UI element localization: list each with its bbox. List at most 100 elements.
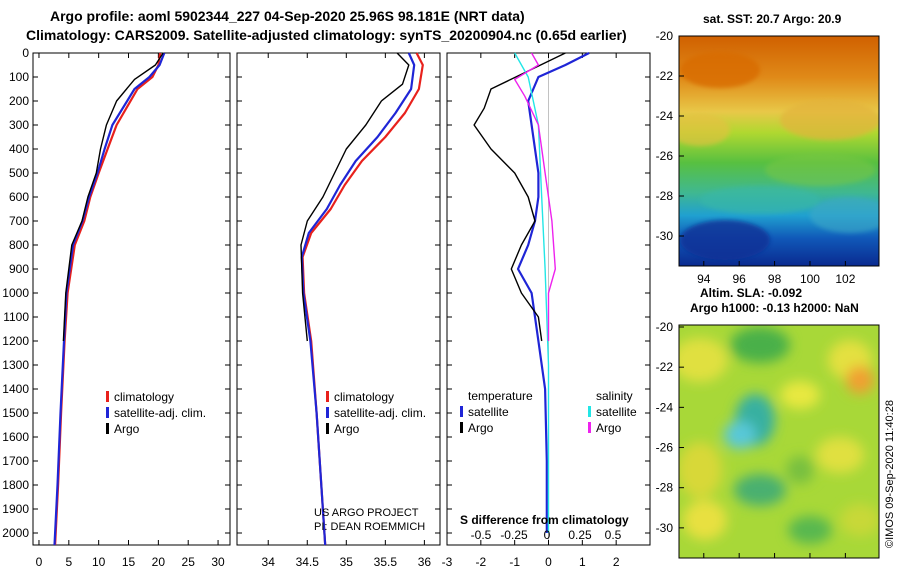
- y-tick-label: 1900: [2, 502, 29, 516]
- legend-label-argo: Argo: [114, 422, 140, 436]
- sal-tick: -0.5: [471, 528, 492, 542]
- sst-map-ticks: -20 -22 -24 -26 -28 -30 94 96 98 100 102: [656, 29, 856, 286]
- y-tick-label: 700: [9, 214, 29, 228]
- y-tick-label: 1800: [2, 478, 29, 492]
- series-line-t-satellite: [516, 52, 590, 533]
- difference-legend: temperature satellite Argo salinity sate…: [460, 389, 637, 435]
- sla-map-subtitle: Argo h1000: -0.13 h2000: NaN: [690, 301, 859, 315]
- legend-label-s-argo: Argo: [596, 421, 622, 435]
- series-line-t-argo: [473, 52, 566, 342]
- x-tick-label: 34: [262, 555, 276, 569]
- series-line-satellite-adj-clim-: [53, 52, 166, 546]
- sst-map-title: sat. SST: 20.7 Argo: 20.9: [703, 12, 842, 26]
- y-tick-label: 1400: [2, 382, 29, 396]
- y-tick-label: 1600: [2, 430, 29, 444]
- map-y-tick-label: -26: [656, 441, 674, 455]
- title-line1: Argo profile: aoml 5902344_227 04-Sep-20…: [50, 8, 525, 24]
- pi-credit: PI: DEAN ROEMMICH: [314, 521, 425, 533]
- x-tick-label: -2: [475, 555, 486, 569]
- series-line-argo: [300, 52, 410, 342]
- legend-label-t-argo: Argo: [468, 421, 494, 435]
- legend-header-salinity: salinity: [596, 389, 633, 403]
- x-tick-label: 35.5: [374, 555, 398, 569]
- sal-tick: 0.25: [568, 528, 592, 542]
- map-x-tick-label: 100: [800, 272, 820, 286]
- legend-swatch-argo: [326, 423, 329, 434]
- sla-map-title: Altim. SLA: -0.092: [700, 286, 802, 300]
- sal-tick: 0.5: [605, 528, 622, 542]
- sla-map: Altim. SLA: -0.092 Argo h1000: -0.13 h20…: [656, 286, 880, 559]
- map-y-tick-label: -28: [656, 189, 674, 203]
- legend-swatch-argo: [106, 423, 109, 434]
- sal-tick: 0: [544, 528, 551, 542]
- sst-map: sat. SST: 20.7 Argo: 20.9 -20-22-24-26-2…: [656, 12, 880, 286]
- x-tick-label: 20: [152, 555, 166, 569]
- map-y-tick-label: -22: [656, 69, 674, 83]
- map-x-tick-label: 94: [697, 272, 711, 286]
- map-y-tick-label: -24: [656, 400, 674, 414]
- x-tick-label: 25: [182, 555, 196, 569]
- sal-tick: -0.25: [500, 528, 528, 542]
- legend-label-argo: Argo: [334, 422, 360, 436]
- y-tick-label: 1300: [2, 358, 29, 372]
- y-tick-label: 400: [9, 142, 29, 156]
- x-tick-label: -3: [442, 555, 453, 569]
- y-tick-label: 1000: [2, 286, 29, 300]
- map-y-tick-label: -26: [656, 149, 674, 163]
- legend-label-satellite: satellite-adj. clim.: [334, 406, 426, 420]
- x-tick-label: 1: [579, 555, 586, 569]
- salinity-panel: 34 34.5 35 35.5 36: [236, 52, 441, 569]
- y-tick-label: 800: [9, 238, 29, 252]
- y-tick-label: 900: [9, 262, 29, 276]
- legend-swatch-t-argo: [460, 422, 463, 433]
- y-tick-label: 1200: [2, 334, 29, 348]
- map-y-tick-label: -22: [656, 360, 674, 374]
- map-y-tick-label: -20: [656, 29, 674, 43]
- x-tick-label: 36: [418, 555, 432, 569]
- map-y-tick-label: -30: [656, 521, 674, 535]
- x-tick-label: 35: [340, 555, 354, 569]
- copyright-label: ©IMOS 09-Sep-2020 11:40:28: [884, 400, 896, 548]
- legend-swatch-s-satellite: [588, 406, 591, 417]
- legend-header-temperature: temperature: [468, 389, 533, 403]
- x-tick-label: 0: [545, 555, 552, 569]
- map-x-tick-label: 98: [768, 272, 782, 286]
- y-tick-label: 100: [9, 70, 29, 84]
- legend-swatch-t-satellite: [460, 406, 463, 417]
- series-line-s-argo: [514, 52, 556, 341]
- sla-map-ticks: -20 -22 -24 -26 -28 -30: [656, 320, 846, 558]
- legend-swatch-satellite: [106, 407, 109, 418]
- map-x-tick-label: 102: [835, 272, 855, 286]
- project-credit: US ARGO PROJECT: [314, 507, 419, 519]
- plot-frame: [236, 52, 441, 546]
- legend-swatch-satellite: [326, 407, 329, 418]
- x-tick-label: 30: [211, 555, 225, 569]
- series-line-satellite-adj-clim-: [300, 52, 416, 546]
- legend-swatch-climatology: [326, 391, 329, 402]
- series-line-climatology: [54, 52, 162, 546]
- legend-label-climatology: climatology: [334, 390, 394, 404]
- legend-label-climatology: climatology: [114, 390, 174, 404]
- map-y-tick-label: -30: [656, 229, 674, 243]
- y-tick-label: 2000: [2, 526, 29, 540]
- diff-xlabel: S difference from climatology: [460, 513, 629, 527]
- x-tick-label: 0: [36, 555, 43, 569]
- x-tick-label: 15: [122, 555, 136, 569]
- map-x-tick-label: 96: [732, 272, 746, 286]
- map-y-tick-label: -20: [656, 320, 674, 334]
- legend-label-t-satellite: satellite: [468, 405, 509, 419]
- legend-swatch-climatology: [106, 391, 109, 402]
- x-tick-label: 10: [92, 555, 106, 569]
- series-line-argo: [62, 52, 164, 342]
- title-line2: Climatology: CARS2009. Satellite-adjuste…: [26, 27, 627, 43]
- x-tick-label: 5: [65, 555, 72, 569]
- x-tick-label: -1: [509, 555, 520, 569]
- y-tick-label: 300: [9, 118, 29, 132]
- y-tick-label: 600: [9, 190, 29, 204]
- legend-label-s-satellite: satellite: [596, 405, 637, 419]
- y-tick-label: 500: [9, 166, 29, 180]
- temperature-legend: climatology satellite-adj. clim. Argo: [106, 390, 206, 436]
- y-tick-label: 1500: [2, 406, 29, 420]
- difference-panel: -3 -2 -1 0 1 2: [442, 52, 651, 569]
- legend-label-satellite: satellite-adj. clim.: [114, 406, 206, 420]
